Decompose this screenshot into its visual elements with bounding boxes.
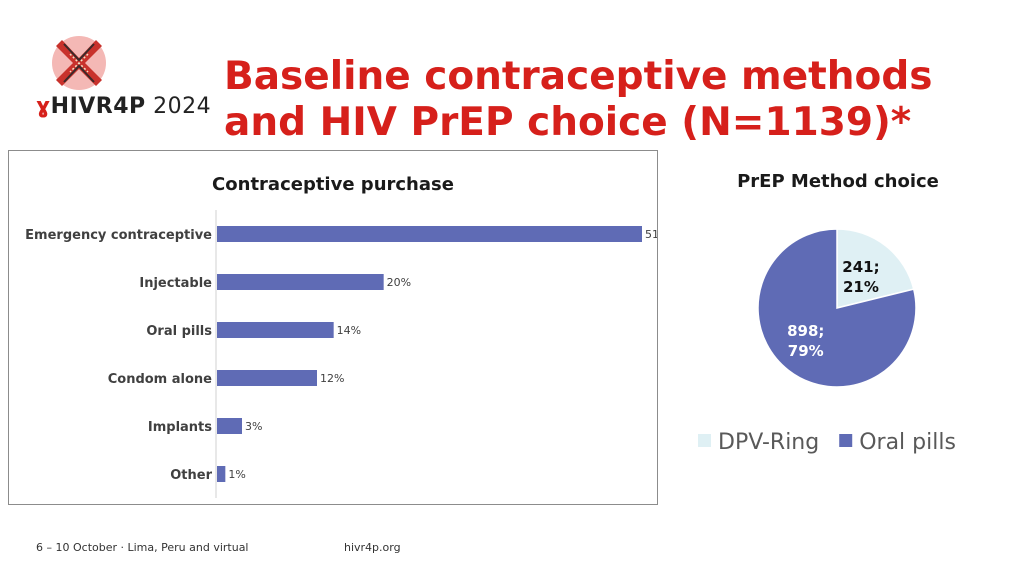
bar xyxy=(217,274,384,290)
legend-entry-label: Oral pills xyxy=(859,430,956,455)
bar-value-label: 1% xyxy=(228,468,245,481)
pie-slice xyxy=(836,228,915,309)
bar-value-label: 14% xyxy=(337,324,361,337)
legend-entry-label: DPV-Ring xyxy=(718,430,819,455)
logo-wordmark: ɣHIVR4P 2024 xyxy=(36,94,211,119)
pie-slice-percent-label: 21% xyxy=(843,278,879,296)
bar-chart-svg: Contraceptive purchase Emergency contrac… xyxy=(25,174,657,498)
bar-chart-title: Contraceptive purchase xyxy=(212,174,454,195)
bar xyxy=(217,322,334,338)
prep-pie-chart: PrEP Method choice 241; 21% 898; 79% DPV-Rin… xyxy=(680,150,1000,470)
legend-swatch xyxy=(698,434,711,447)
bar-value-label: 51% xyxy=(645,228,657,241)
pie-slice-percent-label: 79% xyxy=(788,342,824,360)
bar-value-label: 20% xyxy=(387,276,411,289)
footer-event: 6 – 10 October · Lima, Peru and virtual xyxy=(36,541,249,554)
logo-brand: HIVR4P xyxy=(50,94,146,119)
bar xyxy=(217,418,242,434)
bar-category-label: Condom alone xyxy=(108,372,212,387)
logo-year: 2024 xyxy=(153,94,212,119)
bar-category-label: Other xyxy=(170,468,212,483)
bar-value-label: 3% xyxy=(245,420,262,433)
bar-category-label: Emergency contraceptive xyxy=(25,228,212,243)
pie-slice-count-label: 241; xyxy=(842,258,879,276)
legend-swatch xyxy=(839,434,853,447)
pie-chart-title: PrEP Method choice xyxy=(737,171,939,192)
bar xyxy=(217,466,226,482)
bar-category-label: Injectable xyxy=(139,276,212,291)
crossed-textile-icon xyxy=(52,36,106,90)
bar-category-label: Implants xyxy=(148,420,212,435)
pie-slice-count-label: 898; xyxy=(787,322,824,340)
contraceptive-bar-chart: Contraceptive purchase Emergency contrac… xyxy=(8,150,658,505)
bar xyxy=(217,226,642,242)
red-ribbon-icon: ɣ xyxy=(36,94,51,119)
bar xyxy=(217,370,317,386)
pie-slice xyxy=(757,228,917,388)
bar-value-label: 12% xyxy=(320,372,344,385)
conference-logo: ɣHIVR4P 2024 xyxy=(28,34,228,124)
bar-category-label: Oral pills xyxy=(146,324,212,339)
pie-chart-svg: PrEP Method choice 241; 21% 898; 79% DPV-Rin… xyxy=(698,171,956,455)
footer-url[interactable]: hivr4p.org xyxy=(344,541,401,554)
